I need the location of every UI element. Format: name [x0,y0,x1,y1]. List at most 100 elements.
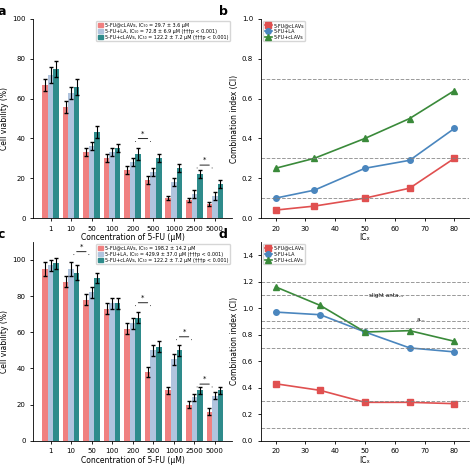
Bar [218,390,223,441]
5-FU@cLAVs [452,155,457,161]
Text: slight anta...: slight anta... [369,293,404,299]
5-FU@cLAVs [273,207,278,213]
Bar [156,158,162,218]
Bar [212,396,218,441]
Line: 5-FU+LA: 5-FU+LA [273,126,457,201]
5-FU@cLAVs [452,401,457,407]
Bar [42,269,48,441]
X-axis label: ICₓ: ICₓ [360,456,370,465]
Bar [197,174,203,218]
5-FU+cLAVs [311,155,317,161]
Legend: 5-FU@cLAVs, 5-FU+LA, 5-FU+cLAVs: 5-FU@cLAVs, 5-FU+LA, 5-FU+cLAVs [263,21,305,41]
Bar [218,184,223,218]
Bar [104,309,109,441]
5-FU+cLAVs [362,329,368,335]
5-FU+cLAVs [407,328,412,334]
Bar [42,85,48,218]
Bar [145,180,150,218]
Text: *: * [182,329,186,335]
Bar [136,155,141,218]
Line: 5-FU@cLAVs: 5-FU@cLAVs [273,381,457,406]
Legend: 5-FU@cLAVs, 5-FU+LA, 5-FU+cLAVs: 5-FU@cLAVs, 5-FU+LA, 5-FU+cLAVs [263,244,305,264]
Bar [165,198,171,218]
Text: *: * [203,157,206,163]
Bar [74,87,80,218]
5-FU@cLAVs [362,400,368,405]
X-axis label: ICₓ: ICₓ [360,233,370,242]
5-FU+LA [407,345,412,351]
Bar [130,162,136,218]
Bar [124,328,130,441]
Bar [94,278,100,441]
5-FU+cLAVs [273,284,278,290]
Bar [197,390,203,441]
Text: *: * [141,295,145,301]
Bar [68,92,74,218]
Bar [109,152,115,218]
5-FU+LA [452,349,457,355]
5-FU+cLAVs [452,88,457,93]
5-FU@cLAVs [362,195,368,201]
Bar [48,75,53,218]
5-FU+cLAVs [407,116,412,121]
5-FU+cLAVs [318,302,323,308]
Bar [63,107,68,218]
Bar [165,390,171,441]
5-FU+cLAVs [362,136,368,141]
Bar [150,350,156,441]
Bar [191,397,197,441]
Bar [68,269,74,441]
Text: *: * [80,244,83,250]
Bar [115,303,120,441]
Bar [124,170,130,218]
X-axis label: Concentration of 5-FU (μM): Concentration of 5-FU (μM) [81,456,185,465]
5-FU@cLAVs [407,400,412,405]
Bar [63,282,68,441]
Line: 5-FU+cLAVs: 5-FU+cLAVs [273,88,457,171]
Y-axis label: Combination index (CI): Combination index (CI) [230,74,239,163]
Bar [89,292,94,441]
5-FU@cLAVs [311,203,317,209]
5-FU+LA [407,157,412,163]
Bar [212,196,218,218]
Bar [115,148,120,218]
Text: a...: a... [417,318,426,322]
Line: 5-FU@cLAVs: 5-FU@cLAVs [273,155,457,213]
5-FU+LA [452,126,457,131]
5-FU+cLAVs [452,338,457,344]
5-FU+LA [273,195,278,201]
Bar [171,182,177,218]
Bar [171,359,177,441]
Bar [130,323,136,441]
Line: 5-FU+cLAVs: 5-FU+cLAVs [273,284,457,344]
Bar [53,69,59,218]
5-FU+LA [362,165,368,171]
Bar [207,412,212,441]
Text: d: d [219,228,228,241]
Bar [104,158,109,218]
Bar [177,350,182,441]
5-FU+LA [311,187,317,193]
Bar [186,200,191,218]
Bar [83,300,89,441]
Legend: 5-FU@cLAVs, IC₅₀ = 29.7 ± 3.6 μM, 5-FU+LA, IC₅₀ = 72.8 ± 6.9 μM (†††p < 0.001), : 5-FU@cLAVs, IC₅₀ = 29.7 ± 3.6 μM, 5-FU+L… [96,21,230,41]
5-FU+LA [362,329,368,335]
Bar [83,152,89,218]
Y-axis label: Cell viability (%): Cell viability (%) [0,87,9,150]
5-FU@cLAVs [273,381,278,387]
Bar [156,346,162,441]
Y-axis label: Combination index (CI): Combination index (CI) [230,297,239,385]
Bar [145,372,150,441]
Text: a: a [0,5,6,18]
Text: *: * [141,131,145,137]
Bar [89,146,94,218]
5-FU+cLAVs [273,165,278,171]
Bar [109,303,115,441]
5-FU+LA [273,309,278,315]
Bar [191,194,197,218]
Bar [177,168,182,218]
Bar [150,172,156,218]
5-FU+LA [318,312,323,318]
Text: *: * [203,376,206,382]
Bar [186,405,191,441]
